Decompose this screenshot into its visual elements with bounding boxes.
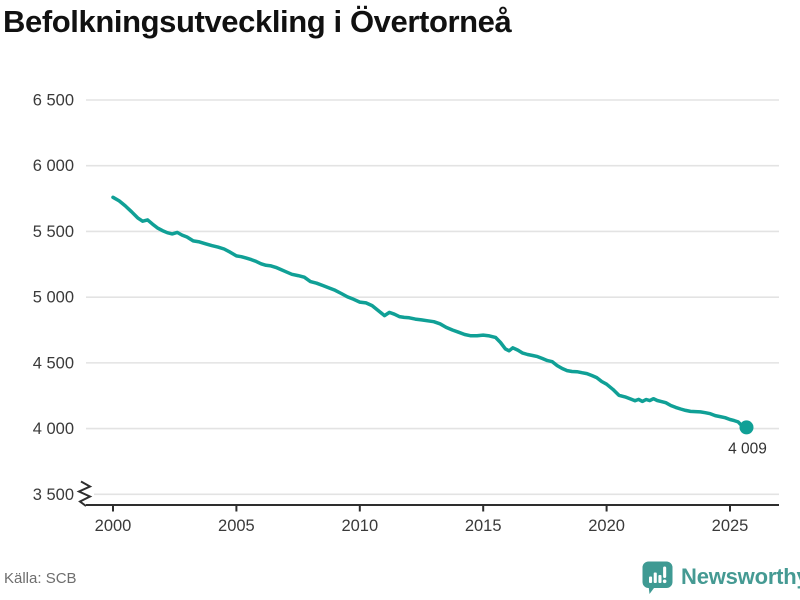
population-line [111,195,749,431]
y-tick-label: 5 500 [33,223,74,241]
source-caption: Källa: SCB [4,570,77,587]
latest-value-label: 4 009 [728,440,767,457]
y-axis-break-icon [76,480,93,507]
chart-title: Befolkningsutveckling i Övertorneå [3,4,512,39]
bar-chart-glyph [649,566,667,584]
newsworthy-icon [642,561,673,594]
newsworthy-wordmark: Newsworthy [681,564,800,589]
y-tick-label: 4 000 [33,420,74,438]
x-tick-label: 2015 [465,517,502,535]
y-tick-label: 5 000 [33,289,74,307]
x-tick-label: 2010 [341,517,378,535]
speech-bubble-shape [642,561,673,594]
y-tick-label: 6 500 [33,92,74,110]
latest-value-marker [739,420,754,435]
y-tick-label: 3 500 [33,486,74,504]
y-tick-label: 4 500 [33,354,74,372]
x-tick-label: 2020 [588,517,625,535]
axis-layer: 6 500 6 000 5 500 5 000 4 500 4 000 3 500 2000 2… [33,92,779,535]
grid-layer [86,99,779,496]
x-tick-label: 2000 [95,517,132,535]
population-line-chart: 6 500 6 000 5 500 5 000 4 500 4 000 3 500 2000 2… [33,92,779,535]
exclamation-dot [662,579,667,584]
exclamation-bar [663,566,667,578]
y-tick-label: 6 000 [33,157,74,175]
x-tick-label: 2025 [712,517,749,535]
newsworthy-logo[interactable]: Newsworthy [641,560,800,594]
x-tick-label: 2005 [218,517,255,535]
